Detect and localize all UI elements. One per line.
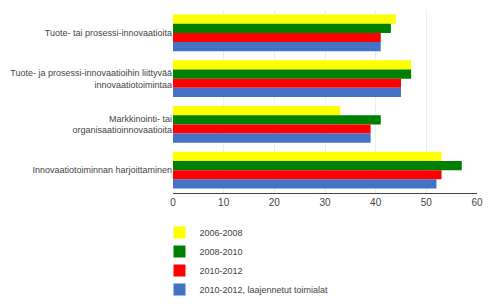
svg-text:2008-2010: 2008-2010 bbox=[200, 247, 243, 257]
svg-text:10: 10 bbox=[218, 197, 230, 208]
svg-text:2006-2008: 2006-2008 bbox=[200, 228, 243, 238]
svg-text:0: 0 bbox=[170, 197, 176, 208]
svg-text:20: 20 bbox=[269, 197, 281, 208]
svg-text:Innovaatiotoiminnan harjoittam: Innovaatiotoiminnan harjoittaminen bbox=[32, 165, 172, 175]
svg-text:2010-2012: 2010-2012 bbox=[200, 266, 243, 276]
svg-text:2010-2012, laajennetut toimial: 2010-2012, laajennetut toimialat bbox=[200, 285, 329, 295]
svg-text:40: 40 bbox=[370, 197, 382, 208]
svg-text:Tuote- tai prosessi-innovaatio: Tuote- tai prosessi-innovaatioita bbox=[45, 28, 172, 38]
svg-text:30: 30 bbox=[319, 197, 331, 208]
svg-text:50: 50 bbox=[421, 197, 433, 208]
svg-text:60: 60 bbox=[471, 197, 483, 208]
svg-text:Tuote- ja prosessi-innovaatioi: Tuote- ja prosessi-innovaatioihin liitty… bbox=[10, 68, 172, 90]
svg-text:Markkinointi- taiorganisaatioi: Markkinointi- taiorganisaatioinnovaatioi… bbox=[72, 114, 172, 136]
